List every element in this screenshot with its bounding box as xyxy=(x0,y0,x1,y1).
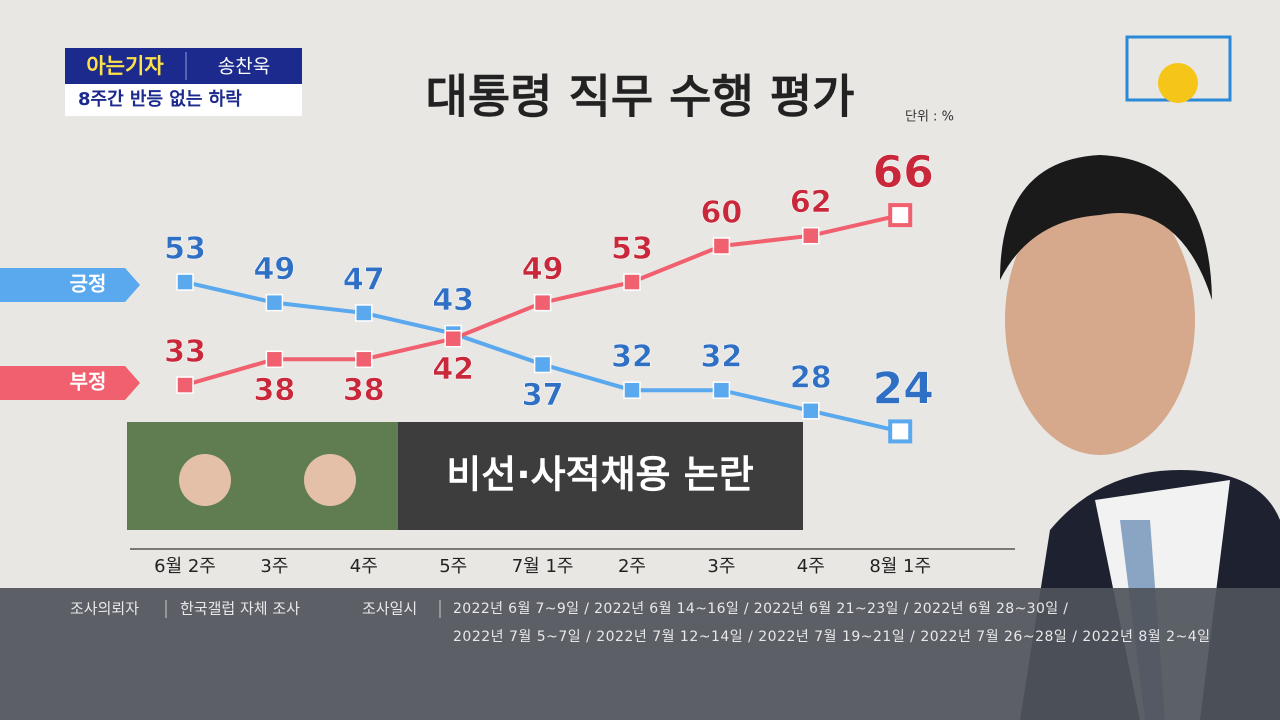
logo-sun xyxy=(1158,63,1198,103)
point-marker xyxy=(176,273,194,291)
x-tick-label: 7월 1주 xyxy=(512,556,574,577)
footer-label: 조사의뢰자 xyxy=(70,600,139,618)
unit: 단위 : % xyxy=(905,110,954,125)
legend-ribbon xyxy=(0,366,140,400)
x-tick-label: 6월 2주 xyxy=(154,556,216,577)
annotation: 비선·사적채용 논란 xyxy=(446,453,753,497)
x-tick-label: 4주 xyxy=(350,556,378,577)
data-label: 32 xyxy=(701,340,743,375)
data-label: 24 xyxy=(873,363,934,414)
footer-band xyxy=(0,588,1280,720)
annotation-photo xyxy=(127,422,398,530)
point-marker xyxy=(355,304,373,322)
footer-client: 한국갤럽 자체 조사 xyxy=(180,600,300,618)
brand-box xyxy=(65,48,302,84)
data-label: 32 xyxy=(611,340,653,375)
headline-box xyxy=(65,84,302,116)
legend-label: 긍정 xyxy=(70,272,107,296)
reporter: 송찬욱 xyxy=(218,56,270,78)
data-label: 38 xyxy=(254,373,296,408)
legend-ribbon xyxy=(0,268,140,302)
data-label: 62 xyxy=(790,185,832,220)
data-label: 49 xyxy=(254,252,296,287)
point-marker xyxy=(265,293,284,312)
headline: 8주간 반등 없는 하락 xyxy=(78,89,242,110)
point-marker xyxy=(176,376,194,394)
footer-dates: 2022년 7월 5~7일 / 2022년 7월 12~14일 / 2022년 … xyxy=(453,629,1210,645)
point-marker xyxy=(888,419,913,444)
data-label: 60 xyxy=(701,196,743,231)
point-marker xyxy=(802,402,820,420)
point-marker xyxy=(355,350,373,369)
legend-label: 부정 xyxy=(70,370,107,394)
data-label: 49 xyxy=(522,252,564,287)
x-tick-label: 3주 xyxy=(260,556,288,577)
footer-dates: 2022년 6월 7~9일 / 2022년 6월 14~16일 / 2022년 … xyxy=(453,601,1068,617)
data-label: 38 xyxy=(343,373,385,408)
x-tick-label: 3주 xyxy=(707,556,735,577)
x-tick-label: 8월 1주 xyxy=(869,556,931,577)
brand: 아는기자 xyxy=(86,54,164,78)
point-marker xyxy=(444,329,462,348)
chart-title: 대통령 직무 수행 평가 xyxy=(426,70,855,124)
data-label: 53 xyxy=(611,232,653,267)
x-tick-label: 5주 xyxy=(439,556,467,577)
annotation-photo xyxy=(179,454,231,506)
data-label: 33 xyxy=(164,335,206,370)
point-marker xyxy=(888,203,913,228)
data-label: 42 xyxy=(432,352,474,387)
point-marker xyxy=(533,355,552,374)
data-label: 43 xyxy=(432,283,474,318)
point-marker xyxy=(623,381,641,399)
x-tick-label: 4주 xyxy=(797,556,825,577)
point-marker xyxy=(712,237,731,255)
x-tick-label: 2주 xyxy=(618,556,646,577)
data-label: 66 xyxy=(873,147,934,198)
data-label: 28 xyxy=(790,360,832,395)
point-marker xyxy=(712,381,731,399)
data-label: 37 xyxy=(522,378,564,413)
data-label: 53 xyxy=(164,232,206,267)
point-marker xyxy=(623,273,641,291)
annotation-box xyxy=(398,422,803,530)
data-label: 47 xyxy=(343,262,385,297)
point-marker xyxy=(802,226,820,245)
footer-label: 조사일시 xyxy=(362,600,417,618)
annotation-photo xyxy=(304,454,356,506)
point-marker xyxy=(265,350,284,369)
point-marker xyxy=(533,293,552,312)
